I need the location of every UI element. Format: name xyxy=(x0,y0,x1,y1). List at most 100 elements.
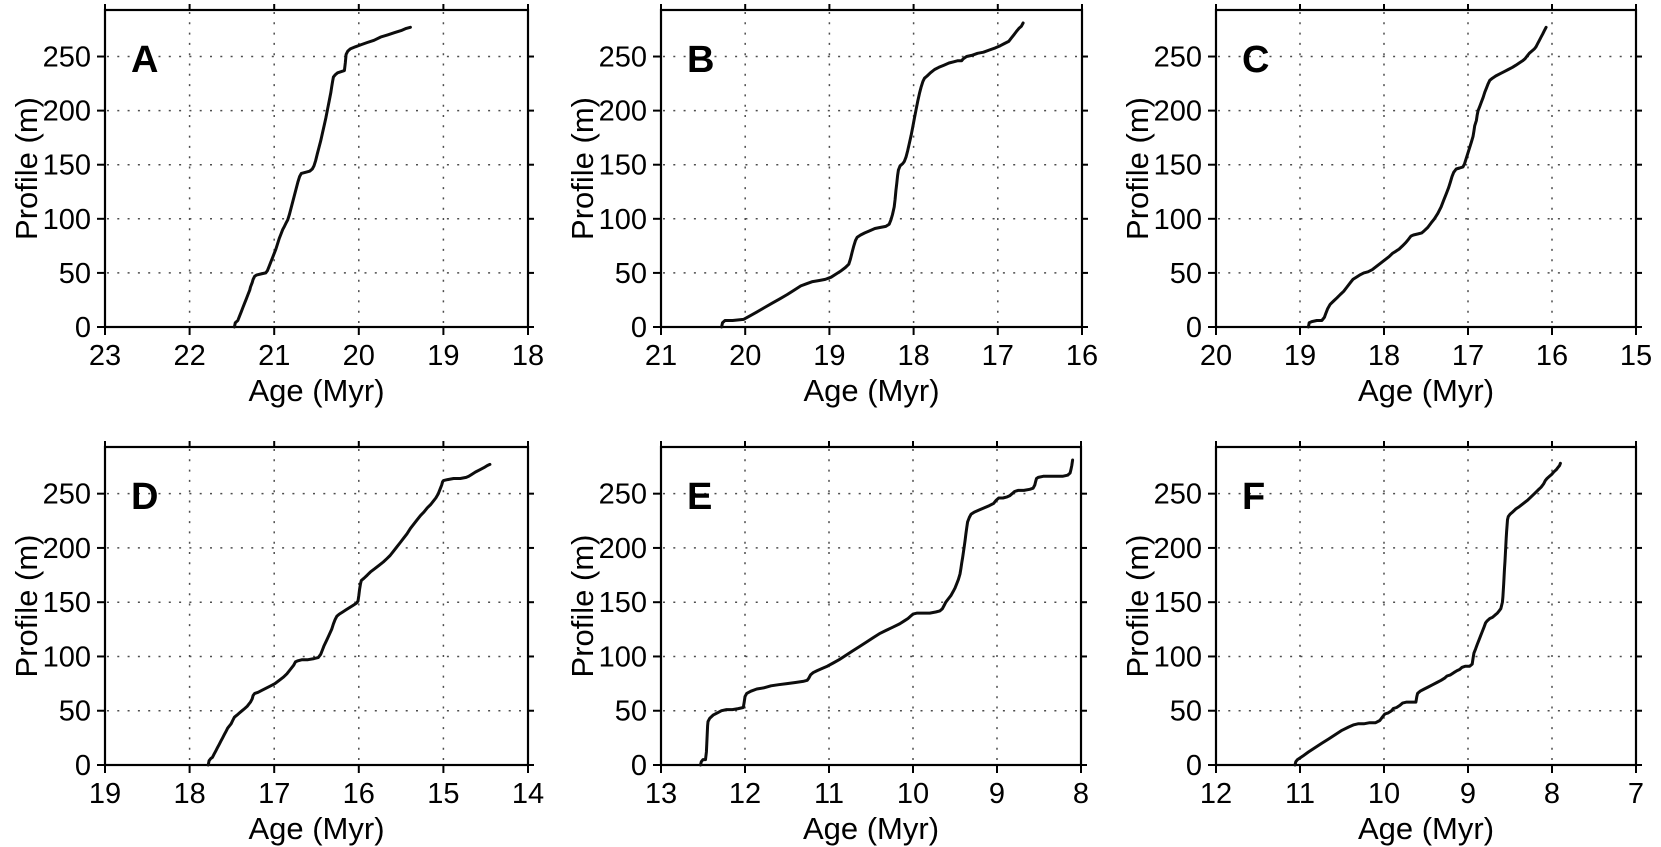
panel-e-letter: E xyxy=(687,476,712,518)
panel-e-curve xyxy=(699,458,1075,767)
panel-a-box xyxy=(103,8,530,329)
panel-f-curve xyxy=(1293,461,1562,767)
panel-b-ytick-label-0: 0 xyxy=(631,312,647,344)
panel-b-xtick-label-21: 21 xyxy=(645,340,677,372)
panel-e-xtick-label-8: 8 xyxy=(1073,778,1089,810)
panel-d-xtick-label-16: 16 xyxy=(343,778,375,810)
panel-f-xtick-label-8: 8 xyxy=(1544,778,1560,810)
panel-c-xtick-label-19: 19 xyxy=(1284,340,1316,372)
panel-c-xlabel: Age (Myr) xyxy=(1358,373,1494,408)
panel-f-ytick-label-150: 150 xyxy=(1154,587,1202,619)
panel-f-xlabel: Age (Myr) xyxy=(1358,811,1494,846)
panel-f-xtick-label-10: 10 xyxy=(1368,778,1400,810)
panel-e-xtick-label-12: 12 xyxy=(729,778,761,810)
panel-c-ytick-label-200: 200 xyxy=(1154,96,1202,128)
panel-b-xlabel: Age (Myr) xyxy=(803,373,939,408)
panel-f-xtick-label-11: 11 xyxy=(1285,778,1315,810)
panel-a-xtick-label-20: 20 xyxy=(343,340,375,372)
panel-d-ytick-label-250: 250 xyxy=(43,479,91,511)
panel-a-letter: A xyxy=(131,39,158,81)
panel-d-ytick-label-100: 100 xyxy=(43,641,91,673)
panel-d-ytick-label-50: 50 xyxy=(59,696,91,728)
panel-f: 12 11 10 9 8 7 0 50 100 150 200 250 Age (Myr) Profile… xyxy=(1120,441,1644,846)
panel-d-ytick-label-200: 200 xyxy=(43,533,91,565)
panel-e-xtick-label-10: 10 xyxy=(897,778,929,810)
panel-c-ytick-label-0: 0 xyxy=(1186,312,1202,344)
panel-d-ylabel: Profile (m) xyxy=(9,535,44,678)
panel-a-ytick-label-150: 150 xyxy=(43,150,91,182)
panel-a-ytick-label-200: 200 xyxy=(43,96,91,128)
panel-d-letter: D xyxy=(131,476,158,518)
panel-c-ytick-label-100: 100 xyxy=(1154,204,1202,236)
panel-b-xtick-label-18: 18 xyxy=(897,340,929,372)
panel-b-xtick-label-16: 16 xyxy=(1066,340,1098,372)
panel-c-ylabel: Profile (m) xyxy=(1120,97,1155,240)
panel-b-letter: B xyxy=(687,39,714,81)
panel-b-xtick-label-19: 19 xyxy=(813,340,845,372)
panel-b-xtick-label-20: 20 xyxy=(729,340,761,372)
panel-c-xtick-label-20: 20 xyxy=(1200,340,1232,372)
panel-a-ylabel: Profile (m) xyxy=(9,97,44,240)
panel-a-curve xyxy=(232,25,412,329)
panel-c-ytick-label-50: 50 xyxy=(1170,258,1202,290)
panel-e-ytick-label-0: 0 xyxy=(631,750,647,782)
panel-c-box xyxy=(1214,8,1638,329)
panel-d-xtick-label-18: 18 xyxy=(173,778,205,810)
panel-f-letter: F xyxy=(1242,476,1265,518)
panel-e-xtick-label-9: 9 xyxy=(989,778,1005,810)
panel-a-xtick-label-22: 22 xyxy=(173,340,205,372)
panel-e-ytick-label-100: 100 xyxy=(599,641,647,673)
panel-e-ytick-label-150: 150 xyxy=(599,587,647,619)
panel-f-xtick-label-7: 7 xyxy=(1628,778,1644,810)
panel-c-letter: C xyxy=(1242,39,1269,81)
panel-e-ytick-label-50: 50 xyxy=(615,696,647,728)
panel-d-ytick-label-0: 0 xyxy=(75,750,91,782)
panel-f-xtick-label-12: 12 xyxy=(1200,778,1232,810)
panel-b-ytick-label-150: 150 xyxy=(599,150,647,182)
panel-d: 19 18 17 16 15 14 0 50 100 150 200 250 Age (Myr) Prof… xyxy=(9,441,544,846)
panel-e-ytick-label-200: 200 xyxy=(599,533,647,565)
panel-b-curve xyxy=(720,21,1025,329)
panel-e-ytick-label-250: 250 xyxy=(599,479,647,511)
panel-a-ytick-label-250: 250 xyxy=(43,42,91,74)
panel-a-xtick-label-19: 19 xyxy=(427,340,459,372)
panel-d-xlabel: Age (Myr) xyxy=(248,811,384,846)
panel-f-box xyxy=(1214,445,1638,767)
panel-a-ytick-label-0: 0 xyxy=(75,312,91,344)
panel-c-ytick-label-150: 150 xyxy=(1154,150,1202,182)
panel-f-ylabel: Profile (m) xyxy=(1120,535,1155,678)
panel-c-xtick-label-17: 17 xyxy=(1452,340,1484,372)
panel-a: 23 22 21 20 19 18 0 50 100 150 200 250 Age (Myr) Prof… xyxy=(9,4,544,408)
panel-e-xtick-label-13: 13 xyxy=(645,778,677,810)
panel-a-ytick-label-100: 100 xyxy=(43,204,91,236)
panel-b-ytick-label-200: 200 xyxy=(599,96,647,128)
panel-a-xtick-label-21: 21 xyxy=(258,340,290,372)
panel-d-box xyxy=(103,445,530,767)
panel-d-xtick-label-19: 19 xyxy=(89,778,121,810)
panel-d-curve xyxy=(206,462,492,767)
panel-c-ytick-label-250: 250 xyxy=(1154,42,1202,74)
panel-b-ytick-label-250: 250 xyxy=(599,42,647,74)
panel-c-xtick-label-18: 18 xyxy=(1368,340,1400,372)
panel-d-ytick-label-150: 150 xyxy=(43,587,91,619)
panel-a-xlabel: Age (Myr) xyxy=(248,373,384,408)
panel-f-ytick-label-100: 100 xyxy=(1154,641,1202,673)
panel-e-xlabel: Age (Myr) xyxy=(803,811,939,846)
panel-b-ytick-label-50: 50 xyxy=(615,258,647,290)
panel-b-box xyxy=(659,8,1084,329)
panel-e: 13 12 11 10 9 8 0 50 100 150 200 250 Age (Myr) Profil… xyxy=(565,441,1089,846)
panel-a-xtick-label-23: 23 xyxy=(89,340,121,372)
panel-b: 21 20 19 18 17 16 0 50 100 150 200 250 Age (Myr) Prof… xyxy=(565,4,1098,408)
panel-f-xtick-label-9: 9 xyxy=(1460,778,1476,810)
panel-c-curve xyxy=(1306,25,1548,329)
panel-e-ylabel: Profile (m) xyxy=(565,535,600,678)
panel-b-ylabel: Profile (m) xyxy=(565,97,600,240)
panel-f-ytick-label-50: 50 xyxy=(1170,696,1202,728)
panel-c-xtick-label-16: 16 xyxy=(1536,340,1568,372)
panel-e-box xyxy=(659,445,1083,767)
panel-a-xtick-label-18: 18 xyxy=(512,340,544,372)
